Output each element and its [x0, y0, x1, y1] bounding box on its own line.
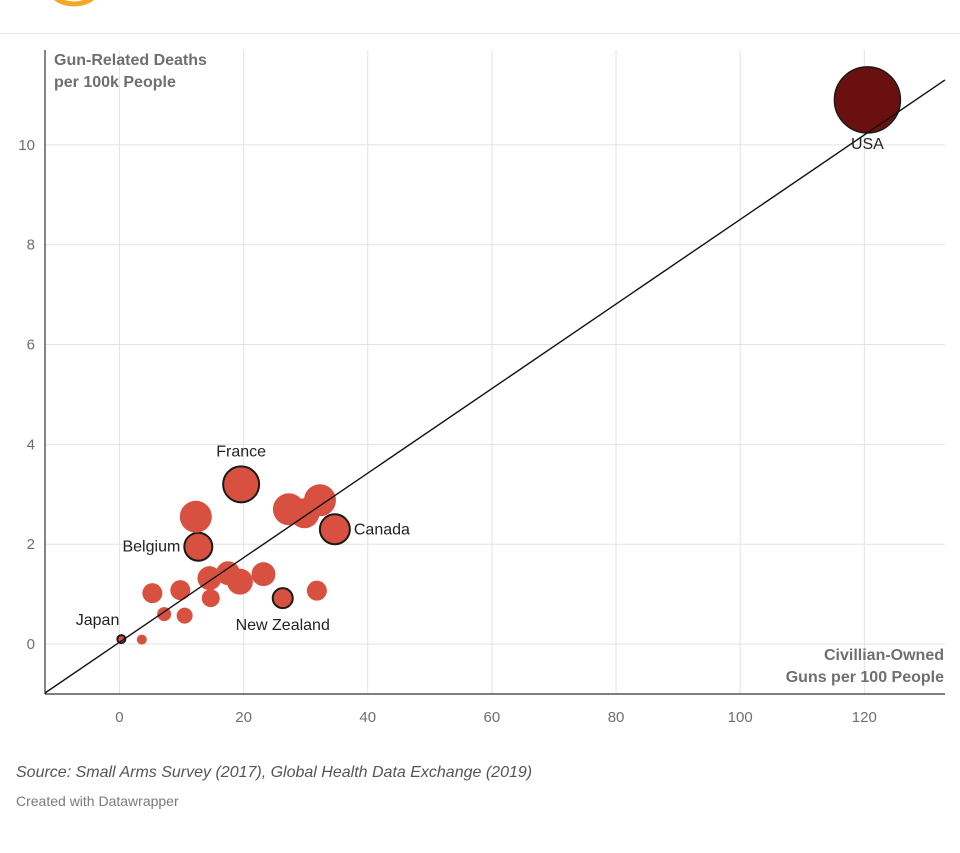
bubble-usa	[833, 66, 902, 134]
y-axis-title-line1: Gun-Related Deaths	[54, 52, 207, 69]
logo-icon	[53, 0, 95, 7]
x-tick-label: 80	[608, 709, 625, 726]
country-label-japan: Japan	[76, 612, 120, 629]
x-tick-label: 0	[115, 709, 123, 726]
bubble-canada	[318, 513, 351, 546]
bubble	[157, 607, 172, 622]
bubble	[176, 607, 193, 624]
x-axis-title-line1: Civillian-Owned	[823, 647, 944, 664]
country-label-belgium: Belgium	[122, 539, 180, 556]
bubble	[197, 566, 222, 591]
bubble-belgium	[183, 531, 214, 562]
x-axis-title-line2: Guns per 100 People	[785, 669, 944, 686]
trend-line	[44, 79, 946, 694]
y-tick-label: 10	[18, 137, 35, 154]
country-label-new-zealand: New Zealand	[236, 617, 330, 634]
logo-arc-stroke	[53, 0, 95, 7]
bubble	[179, 500, 212, 533]
country-label-usa: USA	[851, 136, 884, 153]
bubble	[170, 580, 191, 601]
y-axis-title: Gun-Related Deaths per 100k People	[54, 50, 207, 94]
y-tick-label: 0	[27, 636, 35, 653]
bubble	[303, 484, 336, 517]
bubble	[136, 634, 147, 645]
country-label-france: France	[216, 443, 266, 460]
header-divider	[0, 33, 960, 34]
bubble	[306, 580, 327, 601]
bubble-france	[222, 465, 261, 504]
x-tick-label: 40	[359, 709, 376, 726]
country-label-canada: Canada	[354, 521, 410, 538]
x-tick-label: 120	[852, 709, 877, 726]
bubble	[142, 583, 163, 604]
bubble	[226, 568, 253, 595]
bubble	[201, 589, 220, 608]
x-tick-label: 60	[484, 709, 501, 726]
y-tick-label: 8	[27, 237, 35, 254]
y-tick-label: 2	[27, 536, 35, 553]
y-tick-label: 4	[27, 436, 35, 453]
source-note: Source: Small Arms Survey (2017), Global…	[16, 764, 533, 781]
y-axis-title-line2: per 100k People	[54, 74, 176, 91]
scatter-chart: 0 20 40 60 80 100 120 0 2 4 6 8 10 USA France Canada Bel…	[18, 50, 946, 726]
y-tick-label: 6	[27, 337, 35, 354]
x-axis-title: Civillian-Owned Guns per 100 People	[786, 645, 944, 689]
x-tick-label: 100	[728, 709, 753, 726]
bubble	[251, 562, 276, 587]
bubble-new-zealand	[271, 587, 294, 610]
x-tick-label: 20	[235, 709, 252, 726]
credit-note: Created with Datawrapper	[16, 793, 179, 809]
